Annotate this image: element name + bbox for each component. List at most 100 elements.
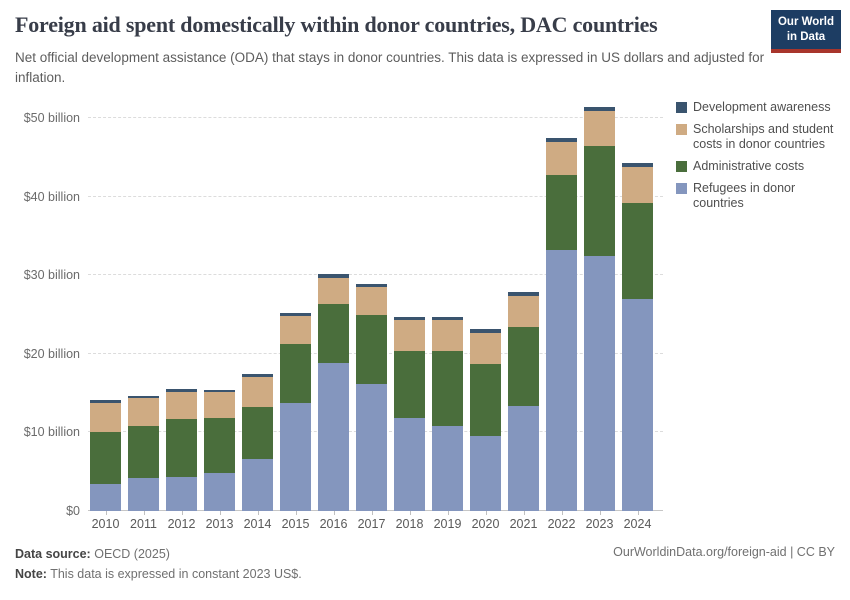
bar-segment-development-awareness[interactable]	[90, 400, 121, 404]
bar-segment-administrative-costs[interactable]	[546, 175, 577, 251]
bar-segment-scholarships-and-student-costs[interactable]	[166, 392, 197, 420]
bar-segment-administrative-costs[interactable]	[90, 432, 121, 484]
bar-segment-scholarships-and-student-costs[interactable]	[470, 332, 501, 365]
bar-2017[interactable]	[356, 283, 387, 511]
bar-segment-refugees-in-donor-countries[interactable]	[432, 426, 463, 511]
bar-segment-scholarships-and-student-costs[interactable]	[356, 287, 387, 316]
legend-item-refugees-in[interactable]: Refugees in donor countries	[676, 181, 846, 211]
bar-segment-development-awareness[interactable]	[318, 274, 349, 278]
bar-segment-administrative-costs[interactable]	[166, 419, 197, 478]
bar-2016[interactable]	[318, 274, 349, 511]
bar-2013[interactable]	[204, 389, 235, 511]
bar-segment-development-awareness[interactable]	[622, 162, 653, 167]
bar-segment-refugees-in-donor-countries[interactable]	[204, 473, 235, 511]
bar-segment-scholarships-and-student-costs[interactable]	[508, 295, 539, 328]
bar-2014[interactable]	[242, 374, 273, 511]
owid-logo-line2: in Data	[786, 30, 826, 43]
x-axis-label: 2010	[91, 517, 120, 531]
bar-2021[interactable]	[508, 291, 539, 511]
bar-2015[interactable]	[280, 312, 311, 511]
bar-2011[interactable]	[128, 395, 159, 511]
bar-segment-administrative-costs[interactable]	[128, 426, 159, 478]
bar-segment-refugees-in-donor-countries[interactable]	[356, 384, 387, 511]
bar-segment-administrative-costs[interactable]	[204, 418, 235, 474]
bar-2018[interactable]	[394, 316, 425, 511]
bar-segment-refugees-in-donor-countries[interactable]	[470, 436, 501, 511]
footer-link[interactable]: OurWorldinData.org/foreign-aid | CC BY	[613, 545, 835, 559]
gridline	[88, 117, 663, 119]
bar-2022[interactable]	[546, 137, 577, 511]
bar-segment-scholarships-and-student-costs[interactable]	[584, 110, 615, 147]
x-tick	[409, 511, 411, 515]
y-axis-label: $0	[66, 504, 80, 518]
bar-2019[interactable]	[432, 316, 463, 511]
bar-segment-administrative-costs[interactable]	[622, 202, 653, 299]
legend-label: Refugees in donor countries	[693, 181, 796, 210]
bar-segment-development-awareness[interactable]	[166, 389, 197, 393]
owid-logo[interactable]: Our World in Data	[771, 10, 841, 53]
bar-segment-development-awareness[interactable]	[242, 374, 273, 378]
x-tick	[599, 511, 601, 515]
bar-2012[interactable]	[166, 389, 197, 511]
bar-segment-scholarships-and-student-costs[interactable]	[318, 277, 349, 305]
bar-segment-administrative-costs[interactable]	[318, 304, 349, 364]
bar-segment-development-awareness[interactable]	[432, 316, 463, 321]
footer-source-line: Data source: OECD (2025)	[15, 544, 302, 564]
legend-item-development-awareness[interactable]: Development awareness	[676, 100, 846, 115]
legend-item-scholarships-and[interactable]: Scholarships and student costs in donor …	[676, 122, 846, 152]
bar-segment-administrative-costs[interactable]	[242, 407, 273, 460]
bar-2024[interactable]	[622, 162, 653, 511]
x-tick	[637, 511, 639, 515]
bar-segment-refugees-in-donor-countries[interactable]	[622, 298, 653, 511]
bar-segment-administrative-costs[interactable]	[394, 350, 425, 419]
legend-swatch	[676, 183, 687, 194]
bar-segment-scholarships-and-student-costs[interactable]	[204, 392, 235, 419]
x-tick	[181, 511, 183, 515]
bar-segment-development-awareness[interactable]	[280, 312, 311, 317]
bar-segment-refugees-in-donor-countries[interactable]	[394, 418, 425, 511]
bar-segment-refugees-in-donor-countries[interactable]	[508, 405, 539, 511]
bar-segment-administrative-costs[interactable]	[432, 350, 463, 427]
bar-segment-administrative-costs[interactable]	[280, 344, 311, 403]
legend-item-administrative-costs[interactable]: Administrative costs	[676, 159, 846, 174]
bar-segment-development-awareness[interactable]	[508, 291, 539, 296]
bar-segment-development-awareness[interactable]	[394, 316, 425, 321]
bar-segment-development-awareness[interactable]	[546, 137, 577, 143]
source-label: Data source:	[15, 547, 91, 561]
bar-segment-scholarships-and-student-costs[interactable]	[128, 397, 159, 427]
bar-segment-development-awareness[interactable]	[470, 328, 501, 333]
y-axis-label: $20 billion	[23, 346, 80, 361]
bar-segment-refugees-in-donor-countries[interactable]	[166, 477, 197, 511]
bar-segment-development-awareness[interactable]	[128, 395, 159, 398]
bar-segment-administrative-costs[interactable]	[584, 146, 615, 257]
bar-segment-administrative-costs[interactable]	[356, 315, 387, 385]
legend-label: Administrative costs	[693, 159, 805, 173]
bar-segment-refugees-in-donor-countries[interactable]	[242, 459, 273, 511]
legend-swatch	[676, 161, 687, 172]
bar-segment-refugees-in-donor-countries[interactable]	[546, 250, 577, 511]
bar-segment-scholarships-and-student-costs[interactable]	[280, 316, 311, 345]
bar-segment-scholarships-and-student-costs[interactable]	[242, 377, 273, 408]
bar-segment-scholarships-and-student-costs[interactable]	[622, 166, 653, 203]
bar-segment-refugees-in-donor-countries[interactable]	[584, 256, 615, 511]
bar-segment-refugees-in-donor-countries[interactable]	[280, 402, 311, 511]
legend-label: Development awareness	[693, 100, 831, 114]
bar-2020[interactable]	[470, 328, 501, 511]
bar-segment-scholarships-and-student-costs[interactable]	[432, 320, 463, 351]
bar-segment-development-awareness[interactable]	[584, 107, 615, 111]
owid-logo-line1: Our World	[777, 16, 834, 28]
bar-segment-scholarships-and-student-costs[interactable]	[394, 320, 425, 351]
bar-segment-administrative-costs[interactable]	[470, 364, 501, 437]
x-tick	[219, 511, 221, 515]
bar-2023[interactable]	[584, 107, 615, 511]
bar-segment-scholarships-and-student-costs[interactable]	[546, 142, 577, 176]
bar-segment-scholarships-and-student-costs[interactable]	[90, 403, 121, 433]
bar-segment-refugees-in-donor-countries[interactable]	[318, 363, 349, 511]
bar-segment-refugees-in-donor-countries[interactable]	[90, 483, 121, 511]
bar-segment-development-awareness[interactable]	[204, 389, 235, 393]
source-value: OECD (2025)	[94, 547, 170, 561]
bar-segment-refugees-in-donor-countries[interactable]	[128, 478, 159, 511]
bar-2010[interactable]	[90, 400, 121, 511]
bar-segment-development-awareness[interactable]	[356, 283, 387, 288]
bar-segment-administrative-costs[interactable]	[508, 327, 539, 406]
